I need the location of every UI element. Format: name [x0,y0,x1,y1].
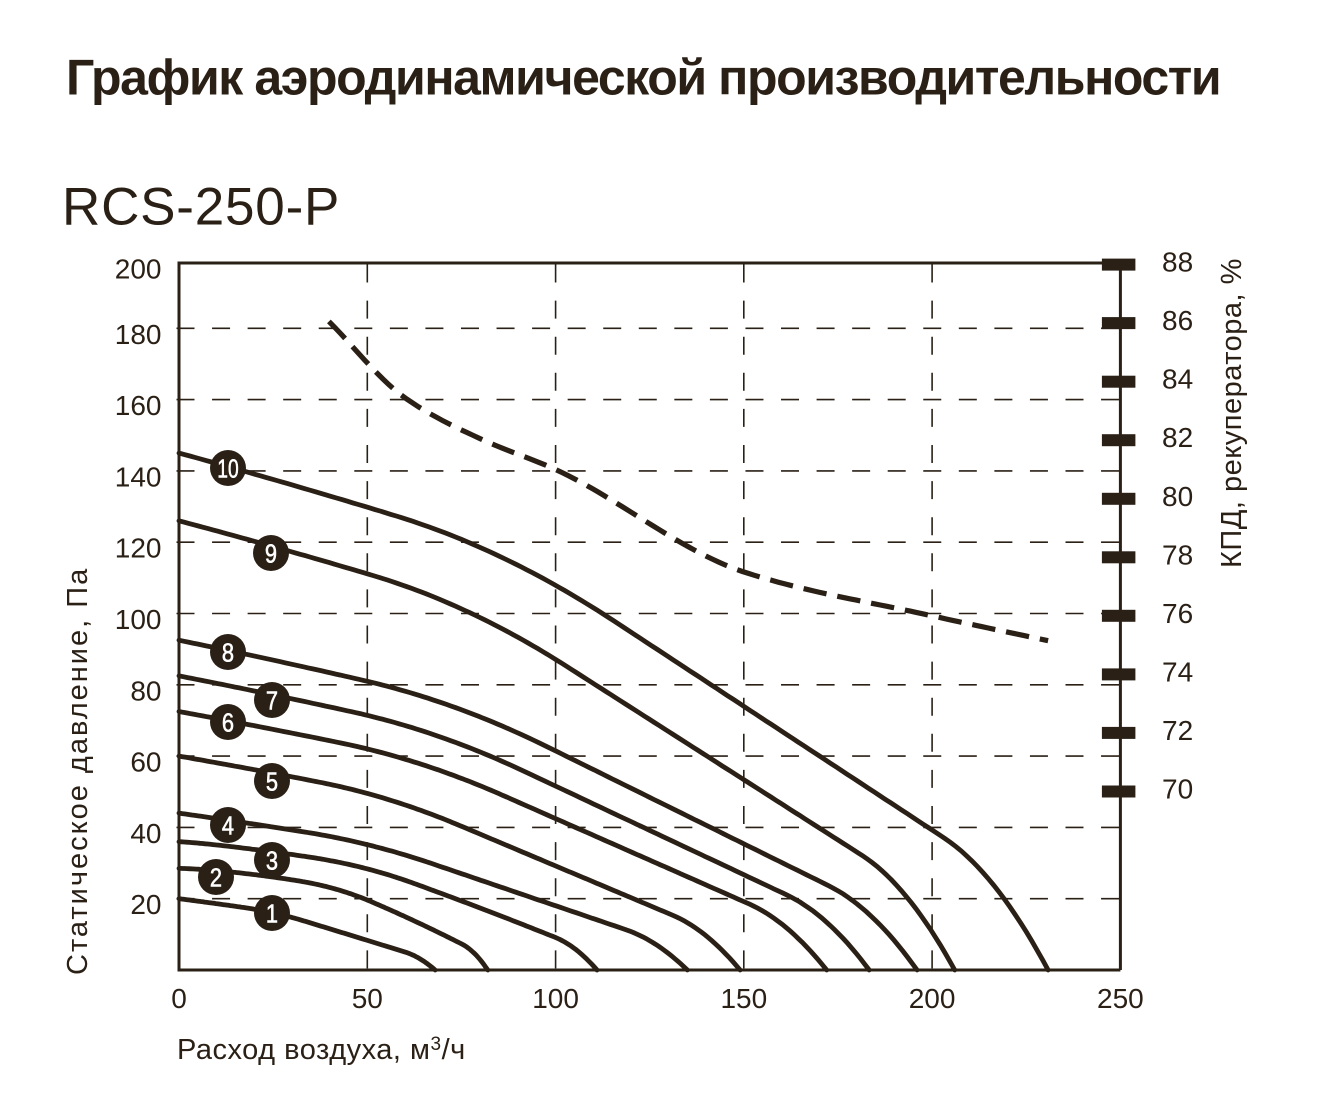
svg-text:200: 200 [909,983,956,1014]
svg-text:250: 250 [1097,983,1144,1014]
svg-text:6: 6 [222,709,234,738]
svg-text:КПД, рекуператора, %: КПД, рекуператора, % [1216,258,1248,568]
svg-text:78: 78 [1162,539,1193,570]
svg-text:150: 150 [720,983,767,1014]
svg-text:Статическое давление, Па: Статическое давление, Па [62,567,94,975]
svg-text:70: 70 [1162,774,1193,805]
svg-text:8: 8 [222,639,234,668]
svg-text:86: 86 [1162,305,1193,336]
svg-text:80: 80 [1162,481,1193,512]
svg-text:180: 180 [115,319,162,350]
svg-text:160: 160 [115,390,162,421]
svg-text:80: 80 [130,675,161,706]
svg-text:100: 100 [532,983,579,1014]
svg-text:60: 60 [130,747,161,778]
svg-text:84: 84 [1162,364,1193,395]
svg-text:140: 140 [115,461,162,492]
svg-text:76: 76 [1162,598,1193,629]
svg-text:2: 2 [210,864,222,893]
svg-text:200: 200 [115,254,162,285]
svg-text:74: 74 [1162,656,1193,687]
svg-text:72: 72 [1162,715,1193,746]
svg-text:82: 82 [1162,422,1193,453]
svg-text:1: 1 [266,900,278,929]
svg-text:88: 88 [1162,247,1193,278]
svg-text:0: 0 [171,983,187,1014]
svg-text:9: 9 [265,540,277,569]
svg-text:10: 10 [217,454,238,484]
svg-text:20: 20 [130,889,161,920]
svg-text:3: 3 [266,847,278,876]
svg-text:Расход воздуха, м3/ч: Расход воздуха, м3/ч [177,1034,466,1066]
svg-text:4: 4 [222,812,234,841]
svg-text:120: 120 [115,533,162,564]
svg-text:5: 5 [266,768,278,797]
svg-text:40: 40 [130,818,161,849]
svg-text:50: 50 [352,983,383,1014]
svg-text:RCS-250-P: RCS-250-P [62,178,340,237]
svg-text:100: 100 [115,604,162,635]
svg-text:7: 7 [266,687,278,716]
svg-text:График аэродинамической произв: График аэродинамической производительнос… [66,50,1220,106]
